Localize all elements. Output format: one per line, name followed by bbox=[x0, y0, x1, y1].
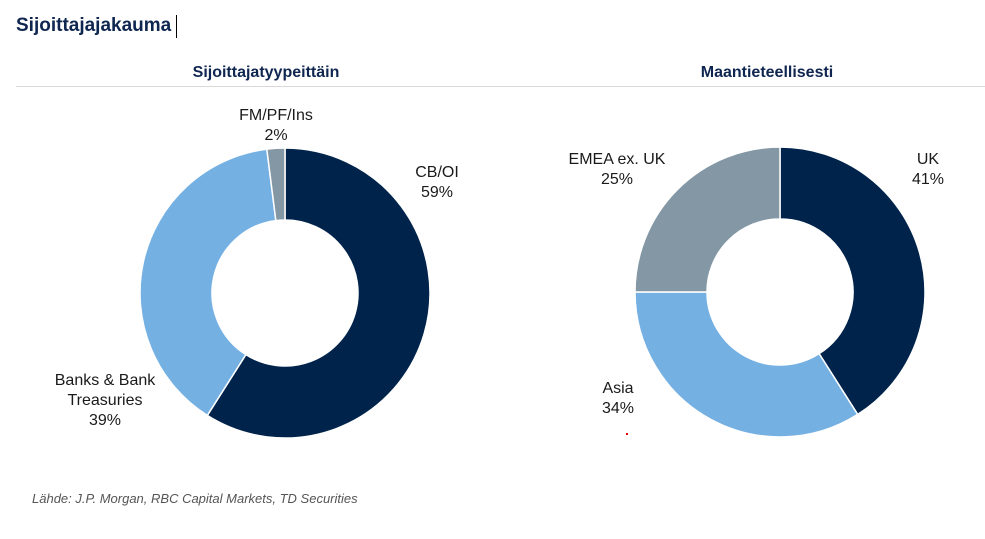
slice-label-asia: Asia 34% bbox=[602, 380, 634, 417]
donut-slice-fm-pf-ins bbox=[265, 147, 286, 222]
slice-label-banks-bank-treasuries: Banks & Bank Treasuries 39% bbox=[55, 372, 157, 429]
donut-slice-banks-bank-treasuries bbox=[139, 148, 277, 417]
donut-chart-geography: UK 41% Asia 34% EMEA ex. UK 25% bbox=[569, 146, 944, 438]
page-title: Sijoittajajakauma bbox=[16, 15, 172, 36]
slice-label-uk: UK 41% bbox=[912, 151, 944, 188]
donut-slice-cb-oi bbox=[206, 147, 431, 439]
slice-label-fm-pf-ins: FM/PF/Ins 2% bbox=[239, 107, 313, 144]
text-cursor bbox=[176, 15, 177, 38]
chart-title-investor-type: Sijoittajatyypeittäin bbox=[192, 64, 340, 81]
chart-title-geography: Maantieteellisesti bbox=[700, 64, 834, 81]
header-divider bbox=[16, 86, 985, 87]
stray-dot bbox=[626, 433, 628, 435]
donut-slice-uk bbox=[779, 146, 926, 416]
source-note: Lähde: J.P. Morgan, RBC Capital Markets,… bbox=[32, 491, 358, 506]
slice-label-emea-ex-uk: EMEA ex. UK 25% bbox=[569, 151, 666, 188]
donut-slice-emea-ex-uk bbox=[634, 146, 781, 293]
donut-slice-asia bbox=[634, 291, 859, 438]
slice-label-cb-oi: CB/OI 59% bbox=[415, 164, 459, 201]
donut-chart-investor-type: CB/OI 59% Banks & Bank Treasuries 39% FM/PF/I… bbox=[55, 107, 459, 439]
